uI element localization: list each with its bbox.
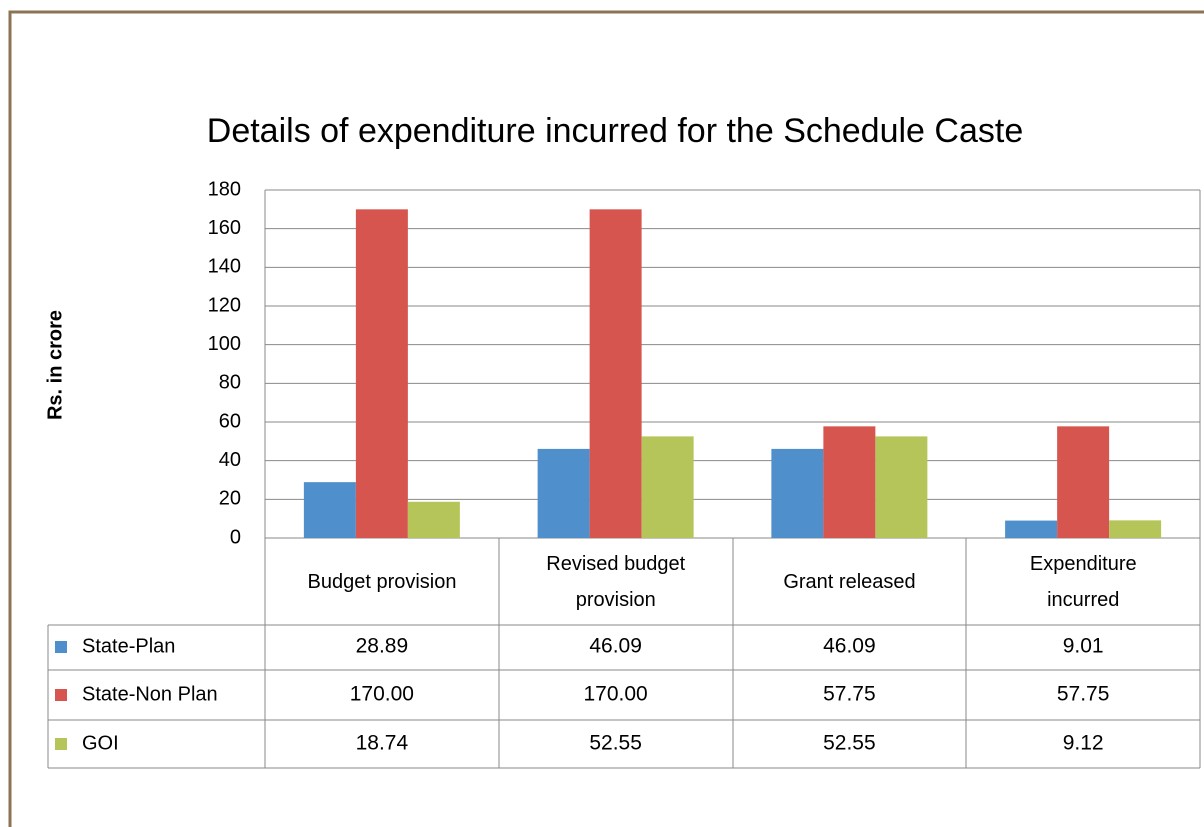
category-cell: Grant released xyxy=(783,570,916,593)
bar xyxy=(641,436,694,538)
y-tick-label: 0 xyxy=(230,526,241,548)
x-tick-label: Revised budget provision xyxy=(546,552,686,611)
bar xyxy=(537,448,590,538)
bar xyxy=(303,482,356,538)
category-cell: Revised budget provision xyxy=(546,552,686,611)
table-value: 28.89 xyxy=(356,635,409,658)
bar xyxy=(355,209,408,539)
chart-title: Details of expenditure incurred for the … xyxy=(207,112,1023,150)
table-value: 52.55 xyxy=(823,732,876,755)
legend-swatch xyxy=(55,689,67,701)
x-tick-label: Expenditure incurred xyxy=(1029,552,1137,611)
legend-label: GOI xyxy=(82,732,119,754)
table-value: 46.09 xyxy=(589,635,642,658)
y-axis-label: Rs. in crore xyxy=(44,310,66,420)
table-value: 170.00 xyxy=(584,683,648,706)
table-lines xyxy=(47,190,1201,769)
table-value: 9.01 xyxy=(1063,635,1104,658)
category-cell: Expenditure incurred xyxy=(1029,552,1137,611)
frame xyxy=(8,10,1204,827)
category-cell: Budget provision xyxy=(307,570,457,593)
bar xyxy=(407,501,460,538)
bar xyxy=(771,448,824,538)
table-value: 57.75 xyxy=(1057,683,1110,706)
table-value: 18.74 xyxy=(356,732,409,755)
legend-swatch xyxy=(55,738,67,750)
bar xyxy=(823,426,876,538)
y-tick-label: 120 xyxy=(208,294,241,316)
legend-label: State-Non Plan xyxy=(82,683,218,705)
table-value: 9.12 xyxy=(1063,732,1104,755)
y-tick-label: 40 xyxy=(219,449,241,471)
y-tick-label: 20 xyxy=(219,488,241,510)
legend-swatch xyxy=(55,641,67,653)
y-tick-label: 140 xyxy=(208,256,241,278)
legend-label: State-Plan xyxy=(82,635,175,657)
y-tick-label: 160 xyxy=(208,217,241,239)
bar xyxy=(875,436,928,538)
table-value: 57.75 xyxy=(823,683,876,706)
x-tick-label: Grant released xyxy=(783,570,916,593)
bar xyxy=(1109,520,1162,538)
y-tick-label: 80 xyxy=(219,372,241,394)
bar xyxy=(589,209,642,539)
x-tick-label: Budget provision xyxy=(307,570,457,593)
y-tick-label: 60 xyxy=(219,410,241,432)
y-tick-label: 180 xyxy=(208,178,241,200)
table-value: 52.55 xyxy=(589,732,642,755)
bar xyxy=(1057,426,1110,538)
bar xyxy=(1005,520,1058,538)
table-value: 170.00 xyxy=(350,683,414,706)
y-tick-label: 100 xyxy=(208,333,241,355)
table-value: 46.09 xyxy=(823,635,876,658)
